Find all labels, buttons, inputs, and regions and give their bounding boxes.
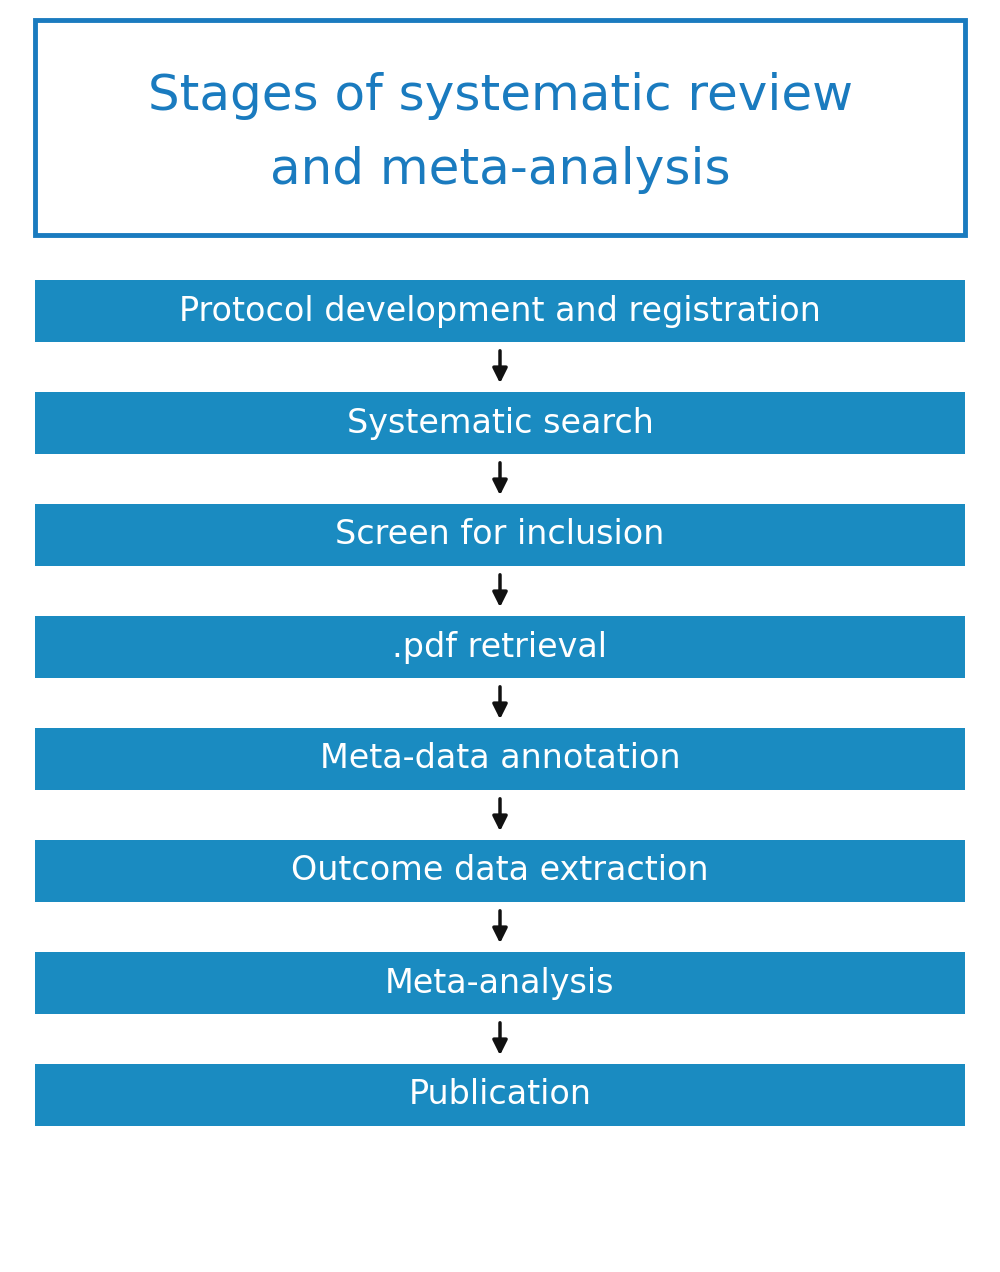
FancyBboxPatch shape: [35, 728, 965, 790]
Text: and meta-analysis: and meta-analysis: [270, 145, 730, 193]
Text: Systematic search: Systematic search: [347, 407, 653, 440]
FancyBboxPatch shape: [35, 616, 965, 678]
FancyBboxPatch shape: [35, 504, 965, 566]
FancyBboxPatch shape: [35, 392, 965, 454]
Text: Meta-analysis: Meta-analysis: [385, 967, 615, 1000]
FancyBboxPatch shape: [35, 280, 965, 342]
FancyBboxPatch shape: [35, 951, 965, 1014]
FancyBboxPatch shape: [35, 840, 965, 902]
Text: .pdf retrieval: .pdf retrieval: [392, 631, 608, 664]
Text: Protocol development and registration: Protocol development and registration: [179, 295, 821, 327]
Text: Screen for inclusion: Screen for inclusion: [335, 519, 665, 552]
FancyBboxPatch shape: [35, 20, 965, 235]
Text: Outcome data extraction: Outcome data extraction: [291, 855, 709, 888]
FancyBboxPatch shape: [35, 1063, 965, 1126]
Text: Meta-data annotation: Meta-data annotation: [320, 743, 680, 776]
Text: Publication: Publication: [409, 1079, 592, 1112]
Text: Stages of systematic review: Stages of systematic review: [148, 71, 852, 120]
